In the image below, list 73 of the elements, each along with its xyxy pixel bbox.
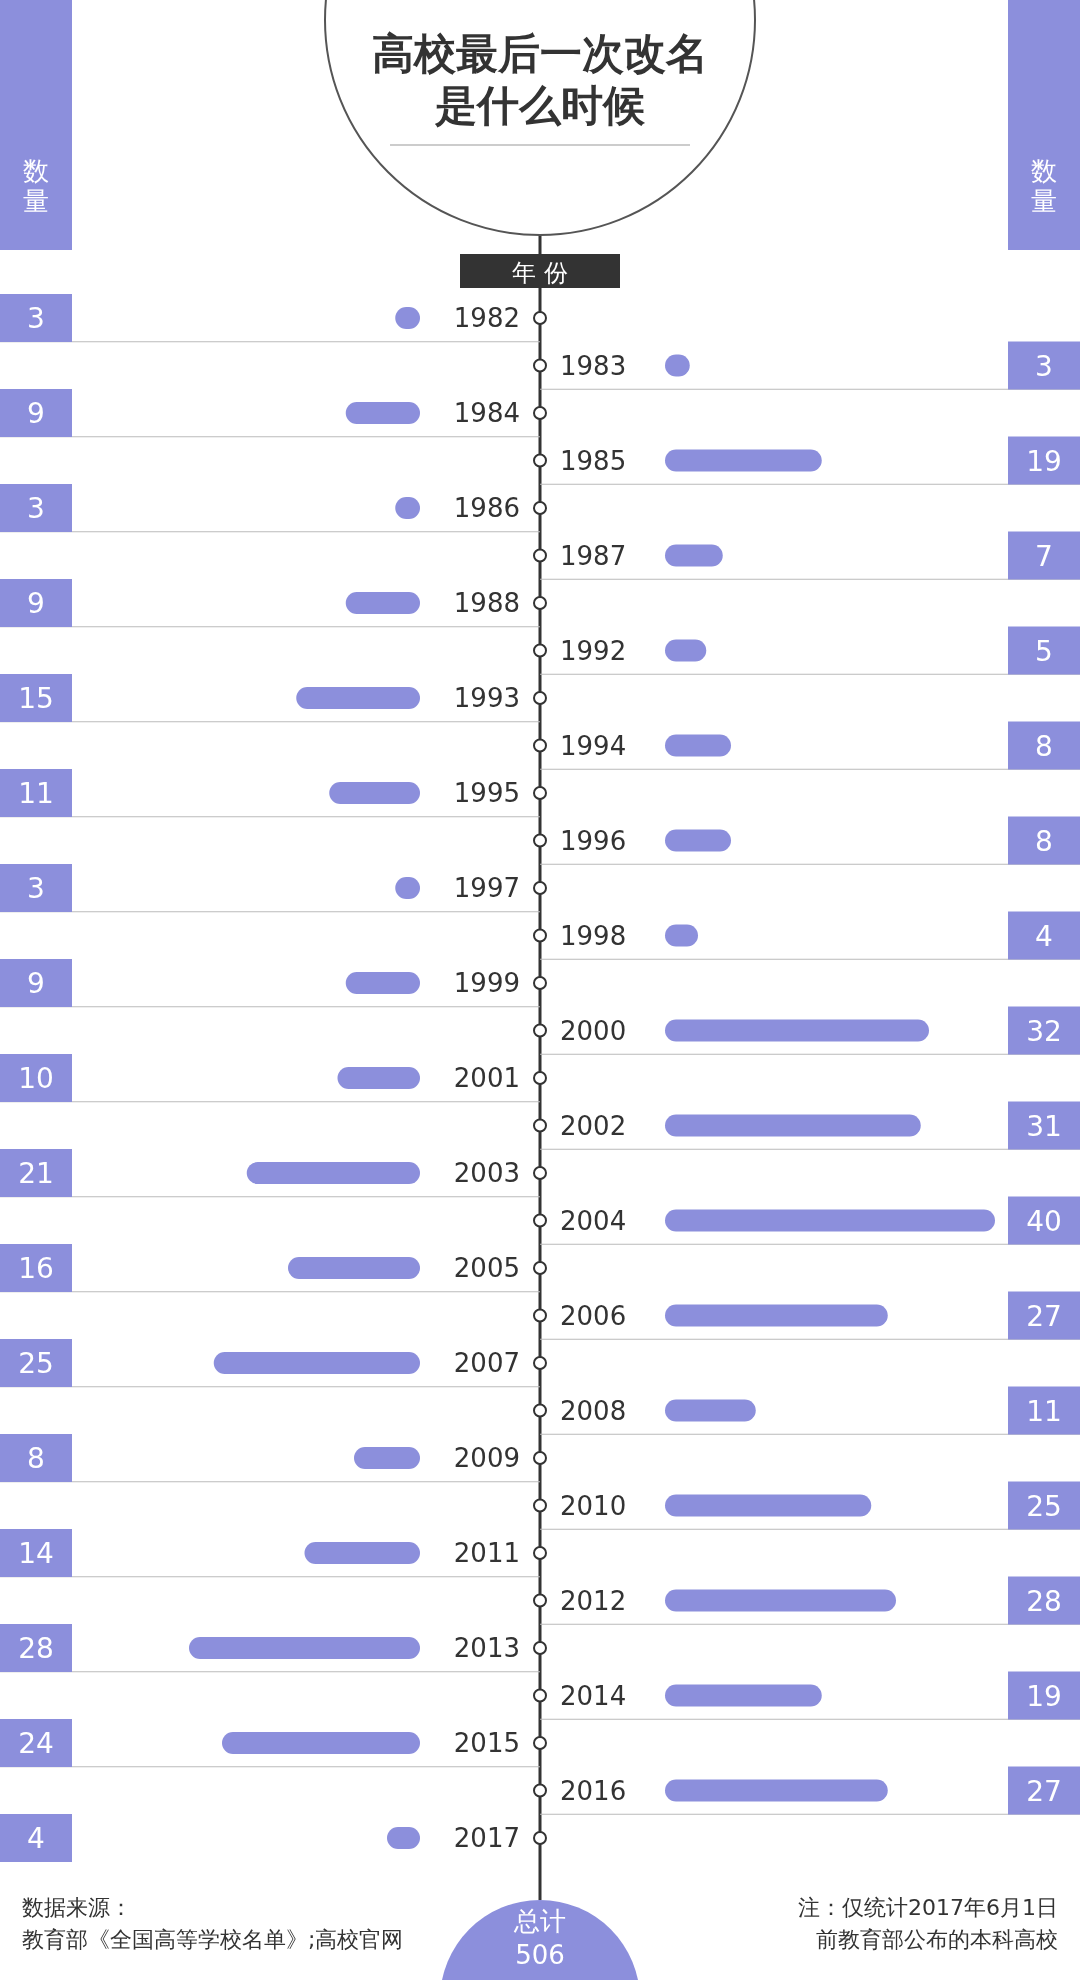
category: 2002: [560, 1110, 627, 1141]
category: 2011: [453, 1538, 520, 1568]
category: 2006: [560, 1300, 627, 1331]
data-label: 27: [1026, 1774, 1062, 1808]
annotation: 数据来源：教育部《全国高等学校名单》;高校官网: [22, 1895, 404, 1952]
data-label: 14: [18, 1537, 54, 1570]
data-label: 25: [18, 1347, 54, 1380]
category: 1983: [560, 350, 627, 381]
category: 2016: [560, 1775, 627, 1806]
data-label: 9: [27, 587, 45, 620]
data-label: 11: [1026, 1394, 1062, 1428]
category: 2007: [453, 1348, 520, 1378]
category: 1987: [560, 540, 627, 571]
data-label: 24: [18, 1727, 54, 1760]
data-label: 3: [1035, 349, 1053, 383]
category: 1992: [560, 635, 627, 666]
title: 高校最后一次改名是什么时候: [372, 29, 708, 130]
category: 1985: [560, 445, 627, 476]
category: 1999: [453, 968, 520, 998]
xlabel: 数量: [1031, 156, 1057, 216]
category: 2017: [453, 1823, 520, 1853]
category: 2012: [560, 1585, 627, 1616]
annotation: 注：仅统计2017年6月1日前教育部公布的本科高校: [798, 1895, 1058, 1952]
data-label: 8: [1035, 824, 1053, 858]
category: 2001: [453, 1063, 520, 1093]
xlabel: 数量: [23, 156, 49, 216]
category: 1998: [560, 920, 627, 951]
data-label: 19: [1026, 1679, 1062, 1713]
data-label: 31: [1026, 1109, 1062, 1143]
data-label: 3: [27, 302, 45, 335]
data-label: 9: [27, 967, 45, 1000]
data-label: 40: [1026, 1204, 1062, 1238]
data-label: 4: [1035, 919, 1053, 953]
data-label: 3: [27, 872, 45, 905]
annotation: 总计506: [514, 1906, 566, 1970]
data-label: 15: [18, 682, 54, 715]
category: 2008: [560, 1395, 627, 1426]
category: 1993: [453, 683, 520, 713]
category: 2009: [453, 1443, 520, 1473]
category: 1994: [560, 730, 627, 761]
data-label: 28: [18, 1632, 54, 1665]
category: 1997: [453, 873, 520, 903]
data-label: 27: [1026, 1299, 1062, 1333]
category: 2003: [453, 1158, 520, 1188]
category: 1982: [453, 303, 520, 333]
category: 1986: [453, 493, 520, 523]
data-label: 21: [18, 1157, 54, 1190]
category: 1984: [453, 398, 520, 428]
category: 2013: [453, 1633, 520, 1663]
data-label: 11: [18, 777, 54, 810]
category: 1988: [453, 588, 520, 618]
data-label: 28: [1026, 1584, 1062, 1618]
category: 2015: [453, 1728, 520, 1758]
data-label: 5: [1035, 634, 1053, 668]
data-label: 8: [27, 1442, 45, 1475]
data-label: 8: [1035, 729, 1053, 763]
category: 1996: [560, 825, 627, 856]
ylabel: 年 份: [512, 259, 568, 287]
data-label: 3: [27, 492, 45, 525]
data-label: 9: [27, 397, 45, 430]
data-label: 16: [18, 1252, 54, 1285]
category: 2004: [560, 1205, 627, 1236]
data-label: 7: [1035, 539, 1053, 573]
category: 2010: [560, 1490, 627, 1521]
category: 2000: [560, 1015, 627, 1046]
data-label: 19: [1026, 444, 1062, 478]
category: 1995: [453, 778, 520, 808]
category: 2005: [453, 1253, 520, 1283]
category: 2014: [560, 1680, 627, 1711]
data-label: 25: [1026, 1489, 1062, 1523]
data-label: 32: [1026, 1014, 1062, 1048]
data-label: 10: [18, 1062, 54, 1095]
data-label: 4: [27, 1822, 45, 1855]
